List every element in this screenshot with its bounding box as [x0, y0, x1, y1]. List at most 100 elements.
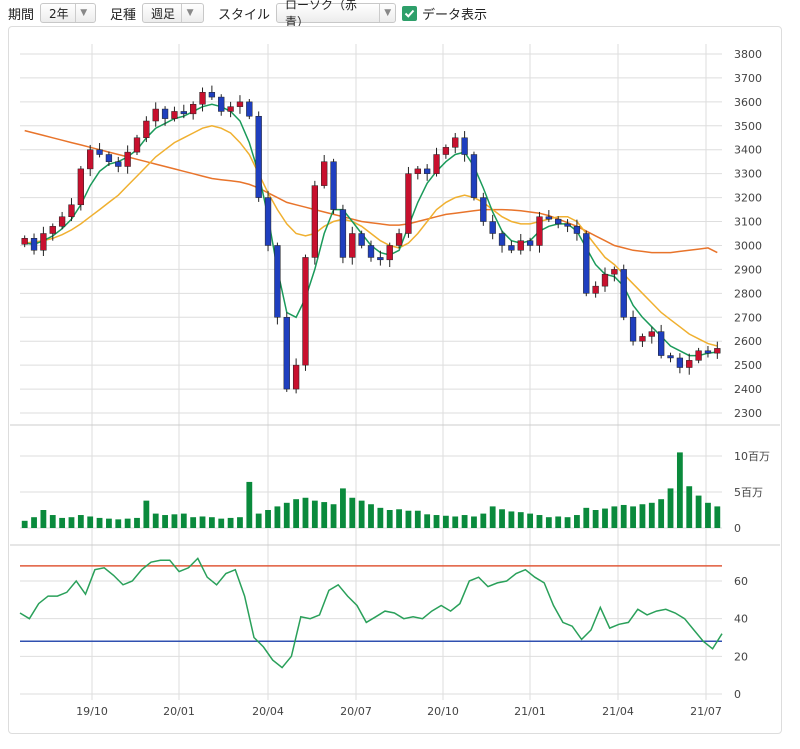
volume-bar [162, 515, 168, 528]
volume-bar [368, 504, 374, 528]
candle-body [611, 269, 618, 275]
candle-body [255, 115, 262, 198]
volume-bar [396, 509, 402, 528]
data-display-label: データ表示 [422, 7, 488, 23]
candle-body [68, 204, 75, 217]
candle-body [424, 168, 431, 174]
volume-bar [199, 516, 206, 528]
volume-bar [452, 516, 459, 528]
volume-bar [237, 517, 243, 528]
volume-bar [40, 510, 47, 528]
candle-body [639, 336, 646, 342]
candle-body [470, 154, 478, 198]
style-value: ローソク（赤青） [285, 0, 358, 29]
grid-lines [10, 44, 780, 700]
volume-bar [246, 481, 253, 528]
x-tick-label: 20/10 [427, 705, 459, 718]
moving-average-short [24, 103, 718, 357]
price-tick-label: 3300 [734, 168, 762, 181]
price-tick-label: 3800 [734, 48, 762, 61]
volume-bar [405, 510, 412, 528]
oscillator-pane [19, 557, 723, 669]
volume-bar [442, 515, 449, 528]
volume-bar [574, 515, 580, 528]
price-pane [21, 85, 721, 394]
x-tick-label: 21/04 [602, 705, 634, 718]
candle-body [199, 92, 206, 105]
price-tick-label: 3100 [734, 216, 762, 229]
candle-body [536, 216, 543, 246]
candle-body [208, 92, 216, 98]
volume-bar [714, 506, 721, 528]
candle-body [358, 233, 365, 246]
axis-labels: 3800 3700 3600 3500 3400 3300 3200 3100 3000 2900… [76, 48, 770, 718]
candle-body [152, 108, 159, 122]
volume-bar [340, 488, 346, 528]
candle-body [629, 317, 637, 342]
style-label: スタイル [218, 7, 271, 23]
volume-bar [433, 515, 440, 528]
volume-bar [377, 507, 384, 528]
check-icon [402, 5, 418, 21]
volume-tick-label: 5百万 [734, 486, 763, 499]
oscillator-tick-label: 60 [734, 575, 748, 588]
candle-body [658, 331, 665, 356]
toolbar: 期間 2年 ▼ 足種 週足 ▼ スタイル ローソク（赤青） ▼ データ表示 [0, 0, 800, 29]
volume-bar [59, 517, 66, 528]
price-tick-label: 2400 [734, 383, 762, 396]
volume-bar [358, 500, 365, 528]
volume-bar [386, 510, 393, 528]
volume-bar [527, 513, 534, 528]
x-tick-label: 20/04 [252, 705, 284, 718]
price-tick-label: 3000 [734, 239, 762, 252]
volume-bar [311, 500, 318, 528]
price-tick-label: 2900 [734, 263, 762, 276]
volume-bar [705, 502, 711, 528]
volume-pane [21, 452, 721, 528]
candle-body [339, 209, 347, 258]
bar-type-select[interactable]: 週足 ▼ [142, 3, 205, 23]
volume-bar [171, 514, 178, 528]
volume-bar [96, 517, 103, 528]
volume-bar [302, 497, 309, 528]
volume-bar [265, 510, 271, 528]
candle-body [321, 161, 328, 186]
volume-bar [115, 519, 122, 528]
candle-body [58, 216, 66, 227]
volume-bar [190, 517, 197, 528]
candle-body [480, 197, 487, 222]
candle-body [526, 240, 534, 246]
volume-tick-label: 0 [734, 522, 741, 535]
moving-average-long [24, 129, 718, 254]
volume-bar [274, 506, 281, 528]
volume-bar [630, 506, 636, 528]
candle-body [349, 233, 356, 258]
volume-bar [227, 517, 234, 528]
volume-bar [330, 504, 337, 528]
volume-bar [424, 514, 431, 528]
candle-body [489, 221, 496, 234]
volume-bar [658, 499, 665, 528]
data-display-checkbox[interactable]: データ表示 [402, 4, 487, 23]
volume-bar [124, 518, 131, 528]
style-select[interactable]: ローソク（赤青） ▼ [276, 0, 397, 29]
volume-bar [611, 506, 618, 528]
candle-body [124, 151, 131, 167]
candle-body [292, 364, 300, 390]
candle-body [115, 161, 122, 167]
volume-bar [480, 513, 487, 528]
volume-bar [695, 495, 702, 528]
period-select[interactable]: 2年 ▼ [40, 3, 97, 23]
volume-bar [564, 517, 571, 528]
candle-body [274, 245, 281, 318]
volume-bar [349, 497, 356, 528]
volume-bar [218, 518, 225, 528]
chevron-down-icon: ▼ [379, 4, 395, 22]
candle-body [283, 317, 290, 390]
candle-body [21, 238, 28, 245]
price-tick-label: 2600 [734, 335, 762, 348]
price-tick-label: 2300 [734, 407, 762, 420]
period-value: 2年 [49, 6, 69, 21]
candle-body [190, 104, 197, 115]
